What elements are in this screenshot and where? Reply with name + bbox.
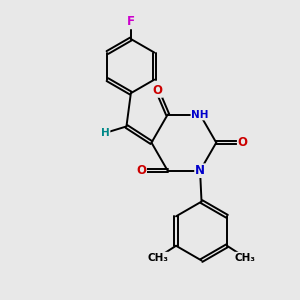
Text: H: H bbox=[101, 128, 110, 138]
Text: NH: NH bbox=[191, 110, 209, 120]
Text: F: F bbox=[127, 15, 135, 28]
Text: O: O bbox=[152, 84, 162, 97]
Text: N: N bbox=[195, 164, 205, 177]
Text: CH₃: CH₃ bbox=[147, 253, 168, 262]
Text: O: O bbox=[136, 164, 146, 177]
Text: O: O bbox=[238, 136, 248, 149]
Text: CH₃: CH₃ bbox=[235, 253, 256, 262]
